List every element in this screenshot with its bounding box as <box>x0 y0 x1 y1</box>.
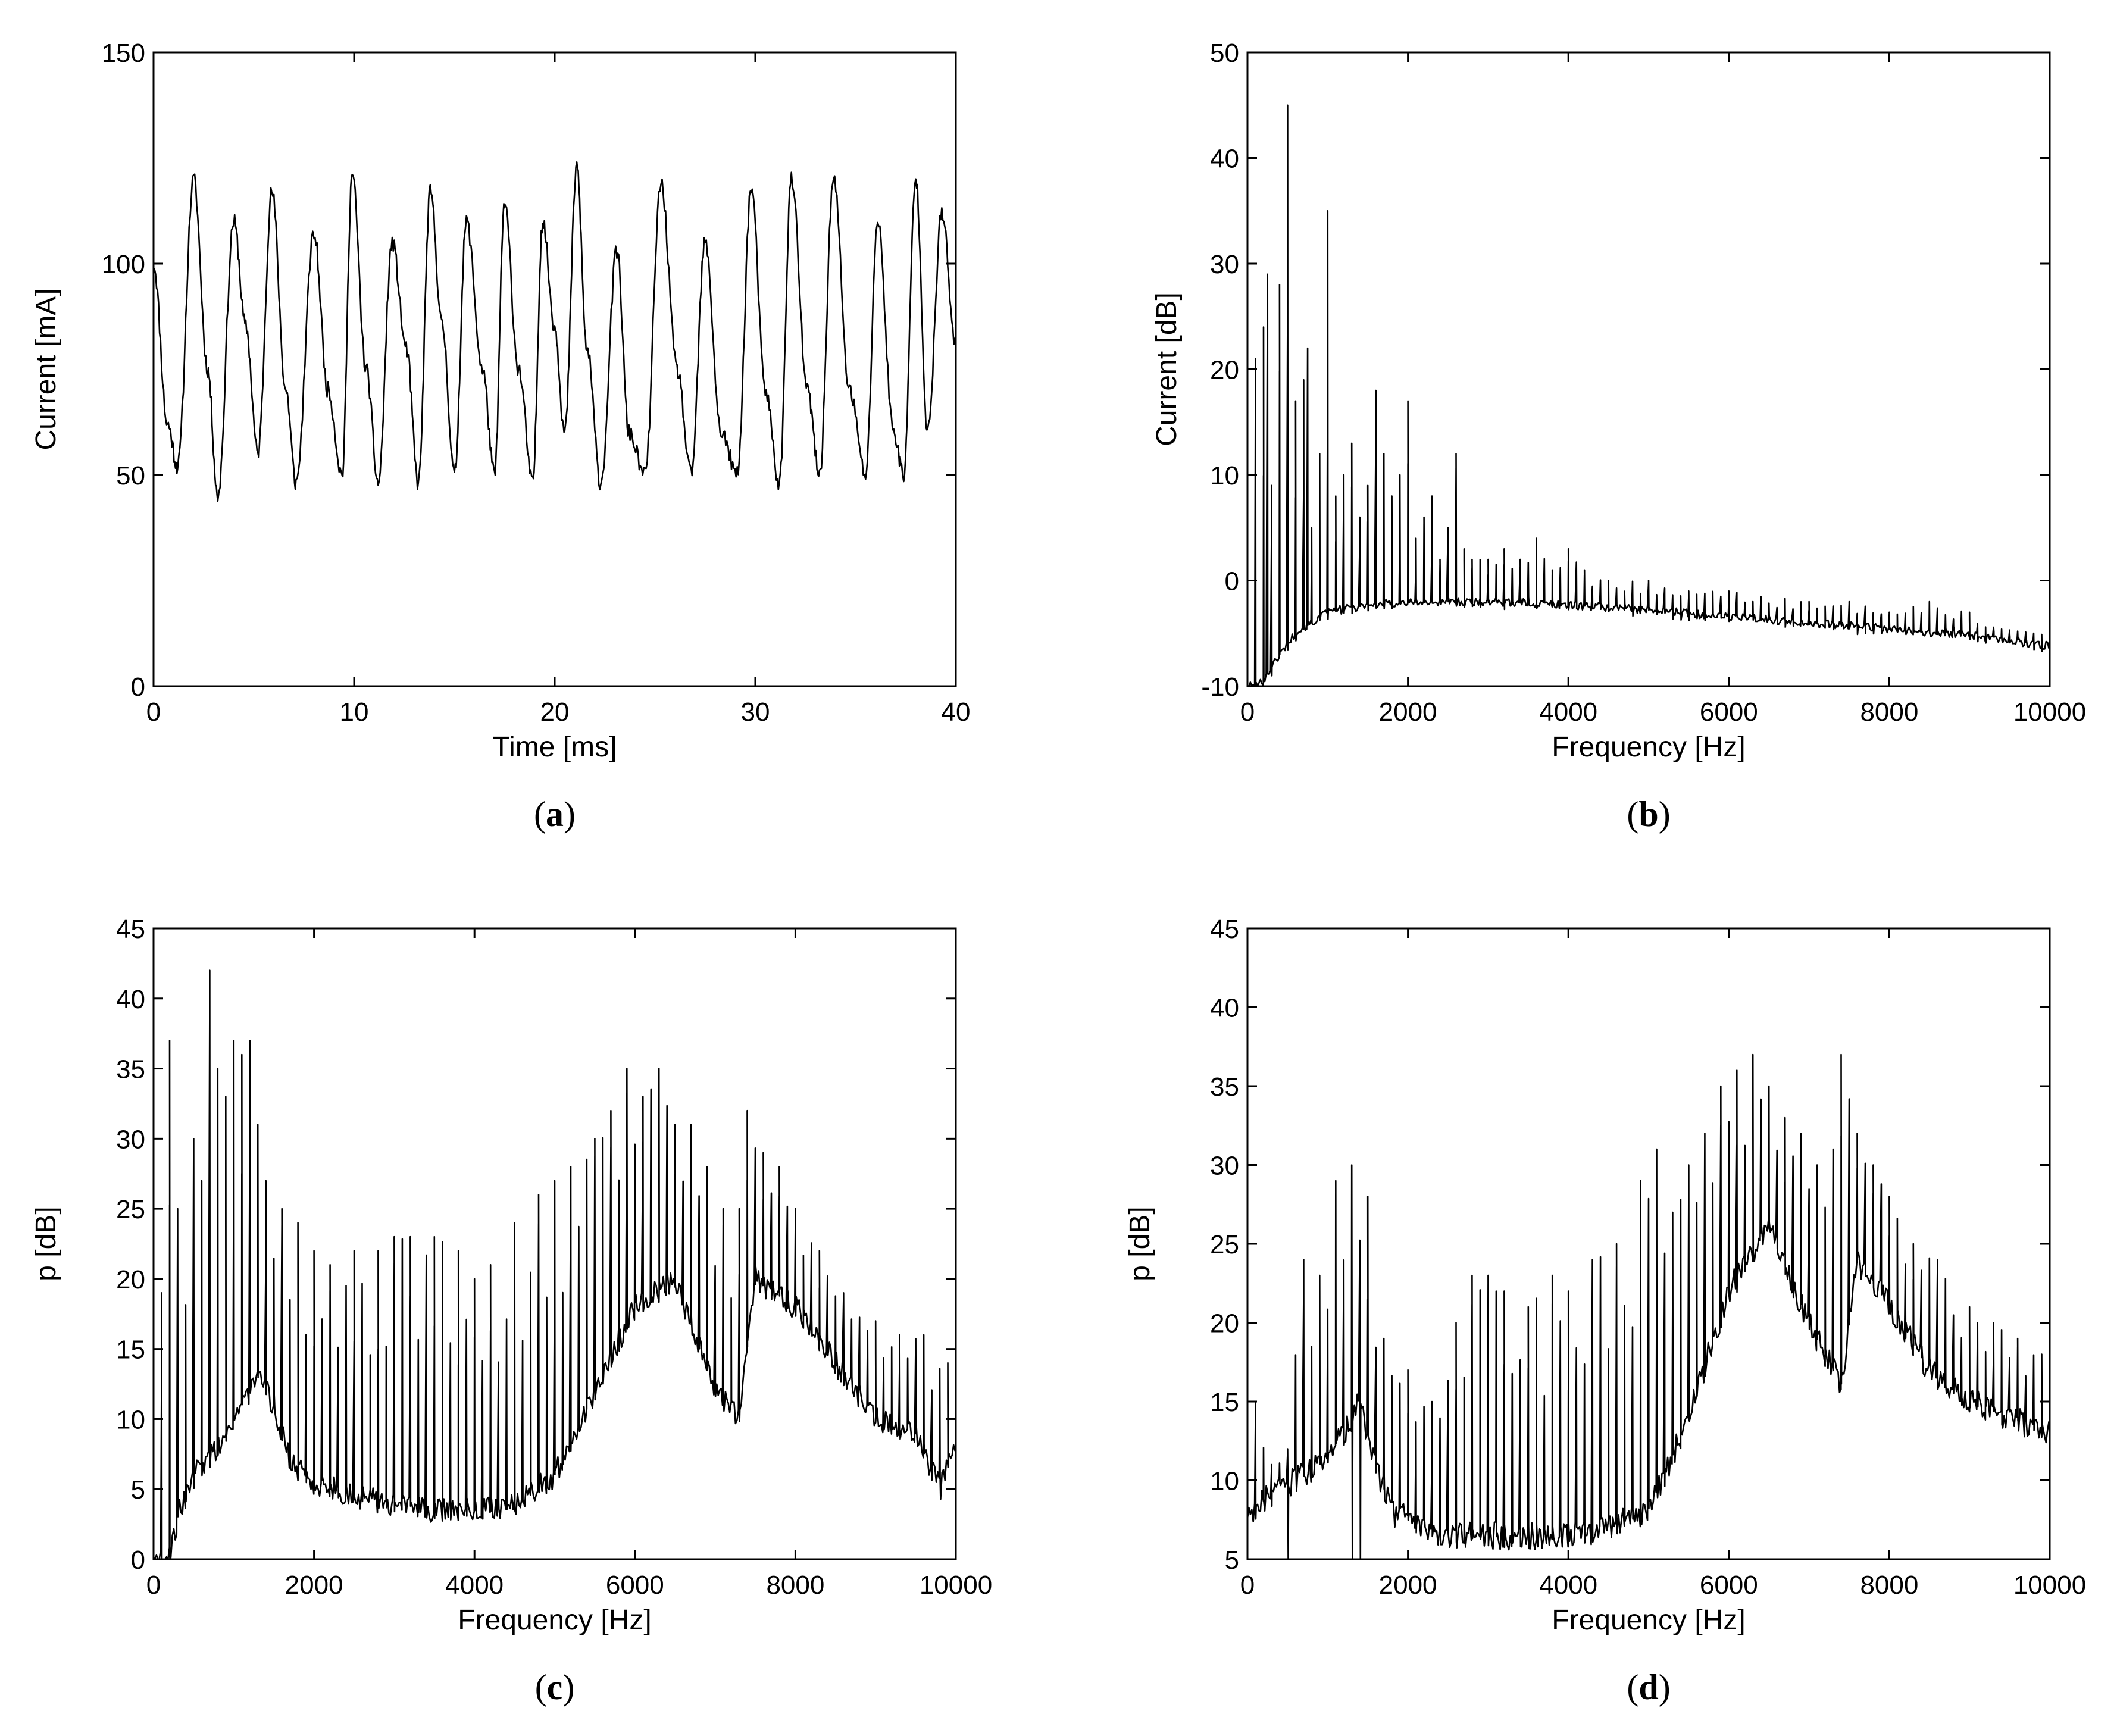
x-tick-label: 4000 <box>1539 697 1597 727</box>
y-axis-label: Current [mA] <box>30 288 62 450</box>
y-axis-label: p [dB] <box>1124 1206 1156 1281</box>
x-tick-label: 10000 <box>2013 1571 2086 1600</box>
x-tick-label: 2000 <box>1379 697 1437 727</box>
panel-b: 0 2000 4000 6000 8000 10000-1001020304050Freq… <box>1151 39 2086 834</box>
y-tick-label: 10 <box>116 1405 145 1434</box>
x-axis-label: Frequency [Hz] <box>458 1604 651 1636</box>
series-line-b <box>1247 104 2050 687</box>
panel-c: 0 2000 4000 6000 8000 10000 0 5 10 15 20 25 30 35 40 45… <box>30 915 992 1707</box>
x-tick-label: 0 <box>146 1571 161 1600</box>
x-tick-label: 0 <box>1240 1571 1255 1600</box>
series-line-a <box>152 161 957 502</box>
y-tick-label: 25 <box>116 1195 145 1224</box>
x-tick-label: 30 <box>741 697 770 727</box>
y-tick-label: 40 <box>116 985 145 1014</box>
y-tick-label: 10 <box>1210 461 1239 490</box>
panel-d: 0 2000 4000 6000 8000 10000 5 10 15 20 25 30 35 40 45 F… <box>1124 915 2086 1707</box>
y-tick-label: 0 <box>131 672 145 702</box>
x-tick-label: 2000 <box>285 1571 343 1600</box>
y-tick-label: 30 <box>1210 250 1239 279</box>
panel-label: (b) <box>1627 795 1670 834</box>
y-axis-label: p [dB] <box>30 1206 62 1281</box>
y-tick-label: 45 <box>1210 915 1239 944</box>
y-tick-label: 30 <box>1210 1152 1239 1181</box>
y-tick-label: 45 <box>116 915 145 944</box>
x-tick-label: 10000 <box>920 1571 992 1600</box>
panel-a: 0 10 20 30 40 0 50 100 150 Time [ms] Current [mA] (… <box>30 39 970 834</box>
x-axis-label: Frequency [Hz] <box>1552 731 1745 763</box>
x-tick-label: 40 <box>942 697 971 727</box>
y-tick-label: 25 <box>1210 1230 1239 1259</box>
y-tick-label: 10 <box>1210 1467 1239 1496</box>
x-tick-label: 6000 <box>606 1571 664 1600</box>
x-tick-label: 20 <box>540 697 570 727</box>
x-tick-label: 6000 <box>1700 697 1758 727</box>
y-tick-label: 20 <box>1210 1309 1239 1338</box>
y-tick-label: 35 <box>1210 1072 1239 1102</box>
y-tick-label: 20 <box>1210 356 1239 385</box>
x-tick-label: 8000 <box>1860 697 1918 727</box>
x-tick-label: 0 <box>1240 697 1255 727</box>
x-tick-label: 4000 <box>1539 1571 1597 1600</box>
series-line-d <box>1246 1053 2050 1560</box>
panel-label: (c) <box>535 1668 575 1707</box>
panel-label: (d) <box>1627 1668 1670 1707</box>
x-tick-label: 0 <box>146 697 161 727</box>
y-tick-label: 15 <box>116 1335 145 1365</box>
y-tick-label: 5 <box>131 1475 145 1504</box>
y-tick-label: 0 <box>131 1546 145 1575</box>
y-tick-label: 20 <box>116 1265 145 1294</box>
series-line-c <box>153 969 956 1560</box>
y-tick-label: -10 <box>1201 672 1239 702</box>
y-axis-label: Current [dB] <box>1151 292 1183 446</box>
y-tick-label: 15 <box>1210 1388 1239 1417</box>
y-tick-label: 150 <box>102 39 145 68</box>
x-tick-label: 10000 <box>2013 697 2086 727</box>
x-tick-label: 10 <box>340 697 369 727</box>
y-tick-label: 40 <box>1210 994 1239 1023</box>
panel-label: (a) <box>534 795 576 834</box>
x-axis-label: Time [ms] <box>493 731 617 763</box>
x-tick-label: 4000 <box>445 1571 504 1600</box>
y-tick-label: 100 <box>102 250 145 279</box>
y-tick-label: 30 <box>116 1125 145 1154</box>
x-axis-label: Frequency [Hz] <box>1552 1604 1745 1636</box>
plot-frame <box>152 51 957 687</box>
y-tick-label: 0 <box>1225 567 1239 596</box>
x-tick-label: 2000 <box>1379 1571 1437 1600</box>
x-tick-label: 8000 <box>766 1571 824 1600</box>
y-tick-label: 40 <box>1210 145 1239 174</box>
y-tick-label: 50 <box>1210 39 1239 68</box>
x-tick-label: 8000 <box>1860 1571 1918 1600</box>
x-tick-label: 6000 <box>1700 1571 1758 1600</box>
y-tick-label: 5 <box>1225 1546 1239 1575</box>
y-tick-label: 35 <box>116 1055 145 1084</box>
y-tick-label: 50 <box>116 461 145 490</box>
plot-frame <box>152 927 957 1560</box>
